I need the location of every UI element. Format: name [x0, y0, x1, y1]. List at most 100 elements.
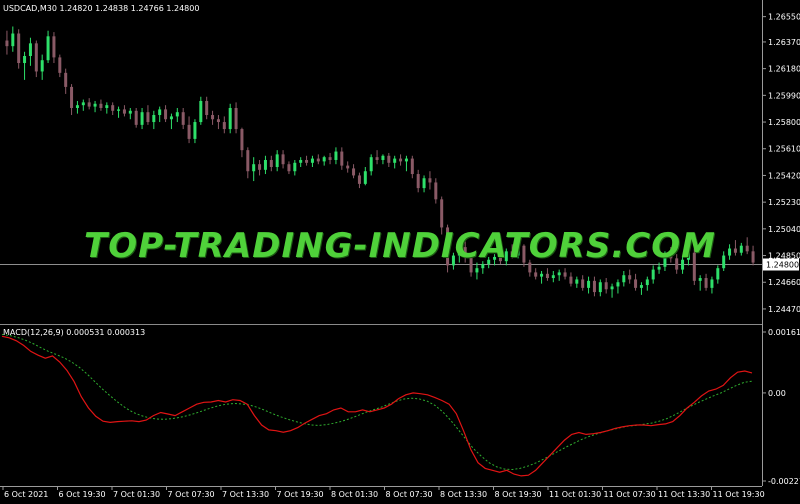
candle-body: [93, 103, 97, 107]
candle-body: [610, 286, 614, 290]
time-tick-label: 7 Oct 07:30: [168, 490, 215, 499]
candle-body: [293, 162, 297, 172]
candle: [704, 273, 708, 291]
candle: [504, 248, 508, 266]
candle-body: [434, 182, 438, 200]
candle-body: [52, 36, 56, 58]
candle: [205, 96, 209, 120]
candle: [375, 150, 379, 165]
candle-body: [481, 263, 485, 269]
candle: [99, 99, 103, 111]
candle: [81, 99, 85, 111]
candle: [164, 105, 168, 123]
candle-body: [528, 262, 532, 273]
candle: [722, 251, 726, 272]
candle-body: [199, 100, 203, 123]
candle-body: [258, 164, 262, 170]
macd-header: MACD(12,26,9) 0.000531 0.000313: [3, 328, 145, 337]
candle: [75, 100, 79, 114]
candle: [592, 276, 596, 297]
candle: [128, 107, 132, 120]
candle: [357, 172, 361, 189]
candle: [134, 107, 138, 128]
candle: [422, 175, 426, 193]
candle: [140, 107, 144, 130]
candle-body: [722, 255, 726, 269]
candle-body: [498, 256, 502, 262]
candle: [475, 262, 479, 280]
price-panel[interactable]: [0, 26, 762, 325]
candle-body: [263, 159, 267, 170]
candle-body: [222, 122, 226, 130]
candle-body: [346, 165, 350, 169]
price-tick-label: 1.25990: [768, 91, 800, 100]
candle: [528, 259, 532, 277]
candle-body: [305, 159, 309, 163]
candle-body: [675, 258, 679, 270]
candle: [322, 155, 326, 166]
time-tick-label: 11 Oct 13:30: [658, 490, 710, 499]
candle-body: [598, 282, 602, 293]
price-tick-label: 1.26370: [768, 38, 800, 47]
candle-body: [504, 251, 508, 262]
candle-body: [710, 279, 714, 288]
candle: [58, 54, 62, 78]
candle-body: [451, 255, 455, 266]
candle-body: [228, 107, 232, 130]
candle-body: [563, 272, 567, 277]
candle: [698, 275, 702, 291]
time-tick-label: 8 Oct 13:30: [440, 490, 487, 499]
candle-body: [428, 178, 432, 183]
candle: [410, 155, 414, 179]
candle-body: [246, 150, 250, 172]
candle-body: [46, 36, 50, 61]
candle: [493, 254, 497, 266]
candle-body: [87, 102, 91, 107]
candle-body: [234, 107, 238, 130]
candle: [463, 241, 467, 263]
candle: [675, 254, 679, 274]
candle: [751, 245, 755, 266]
macd-tick-label: 0.001618: [768, 328, 800, 337]
candle-body: [216, 119, 220, 123]
candle-body: [522, 245, 526, 263]
candle: [645, 276, 649, 291]
candle-body: [99, 103, 103, 108]
price-tick-label: 1.26550: [768, 13, 800, 22]
candle: [52, 32, 56, 64]
price-tick-label: 1.25610: [768, 145, 800, 154]
candle: [40, 54, 44, 80]
candle-body: [557, 272, 561, 276]
candle: [340, 147, 344, 170]
candle-body: [81, 102, 85, 106]
price-tick-label: 1.24850: [768, 252, 800, 261]
macd-panel[interactable]: [1, 333, 753, 477]
candle-body: [252, 164, 256, 172]
candle: [122, 105, 126, 117]
time-tick-label: 8 Oct 19:30: [495, 490, 542, 499]
candle-body: [193, 122, 197, 139]
candle-body: [111, 105, 115, 111]
candle-body: [516, 245, 520, 256]
candle: [481, 261, 485, 274]
candle: [399, 154, 403, 166]
candle: [657, 262, 661, 274]
watermark-text: TOP-TRADING-INDICATORS.COM: [84, 226, 716, 266]
candle: [428, 171, 432, 190]
candle: [639, 282, 643, 295]
candle: [287, 161, 291, 175]
candle: [34, 40, 38, 78]
candle: [616, 279, 620, 294]
current-price-label: 1.24800: [766, 261, 799, 270]
candle-body: [628, 275, 632, 280]
candle: [175, 107, 179, 123]
candle: [622, 271, 626, 287]
candle-body: [739, 245, 743, 253]
candle: [152, 110, 156, 130]
candle: [193, 119, 197, 144]
candle-body: [211, 115, 215, 120]
candle-body: [75, 105, 79, 108]
candle-body: [381, 155, 385, 160]
candle-body: [5, 40, 9, 47]
